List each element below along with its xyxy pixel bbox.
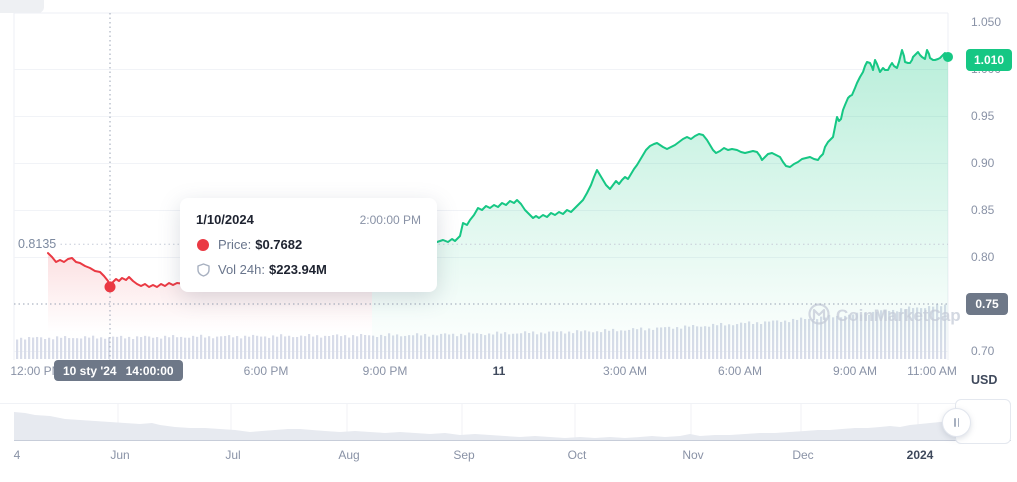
- x-axis-tick: 6:00 PM: [243, 364, 289, 378]
- x-axis-tick: 12:00 PM: [10, 364, 62, 378]
- crosshair-date: 10 sty '24: [63, 363, 117, 378]
- currency-unit-label: USD: [971, 373, 998, 387]
- svg-text:CoinMarketCap: CoinMarketCap: [836, 306, 961, 325]
- last-price-point: [943, 51, 953, 62]
- crosshair-time-badge: 10 sty '24 14:00:00: [54, 360, 183, 381]
- navigator-month-tick: Sep: [453, 448, 475, 462]
- navigator-month-tick: Aug: [338, 448, 360, 462]
- green-area: [372, 50, 948, 359]
- y-axis-tick: 1.050: [971, 15, 1002, 29]
- y-axis-tick: 0.85: [971, 203, 995, 217]
- tooltip: 1/10/2024 2:00:00 PM Price: $0.7682 Vol …: [180, 198, 437, 292]
- x-axis-tick: 9:00 AM: [832, 364, 878, 378]
- x-axis-tick: 11:00 AM: [907, 364, 957, 378]
- y-axis-tick: 0.70: [971, 344, 995, 358]
- x-axis-tick: 9:00 PM: [362, 364, 408, 378]
- tooltip-volume-row: Vol 24h: $223.94M: [196, 262, 421, 277]
- tooltip-price-label: Price:: [218, 237, 252, 252]
- y-axis-tick: 0.90: [971, 156, 995, 170]
- navigator-month-tick: Jul: [225, 448, 241, 462]
- current-price-badge: 1.010: [966, 48, 1012, 71]
- crosshair-point: [104, 281, 116, 293]
- tooltip-price-row: Price: $0.7682: [196, 237, 421, 252]
- open-price-label: 0.8135: [18, 237, 61, 251]
- navigator-month-tick: 2024: [906, 448, 934, 462]
- tooltip-price-value: $0.7682: [255, 237, 303, 252]
- x-axis-tick: 3:00 AM: [602, 364, 648, 378]
- crosshair-price-badge: 0.75: [966, 293, 1008, 315]
- tooltip-volume-label: Vol 24h:: [218, 262, 265, 277]
- coinmarketcap-watermark: CoinMarketCap: [808, 303, 961, 325]
- navigator-month-tick: Dec: [792, 448, 814, 462]
- y-axis-tick: 0.95: [971, 109, 995, 123]
- x-axis-tick: 11: [492, 364, 506, 378]
- tooltip-volume-value: $223.94M: [269, 262, 327, 277]
- y-axis-tick: 0.80: [971, 250, 995, 264]
- price-dot-icon: [196, 238, 210, 251]
- x-axis-tick: 6:00 AM: [717, 364, 763, 378]
- tooltip-time: 2:00:00 PM: [359, 213, 421, 227]
- navigator-area[interactable]: [14, 412, 955, 440]
- corner-artifact: [0, 0, 44, 13]
- tooltip-date: 1/10/2024: [196, 212, 254, 227]
- navigator-month-tick: Oct: [567, 448, 587, 462]
- price-line-green: [371, 49, 949, 245]
- navigator-month-tick: Jun: [110, 448, 130, 462]
- red-area: [48, 244, 372, 359]
- volume-shield-icon: [196, 262, 210, 277]
- crosshair-time: 14:00:00: [125, 363, 174, 378]
- navigator-month-tick: 4: [13, 448, 21, 462]
- navigator-month-tick: Nov: [682, 448, 704, 462]
- navigator-drag-handle[interactable]: [942, 408, 971, 437]
